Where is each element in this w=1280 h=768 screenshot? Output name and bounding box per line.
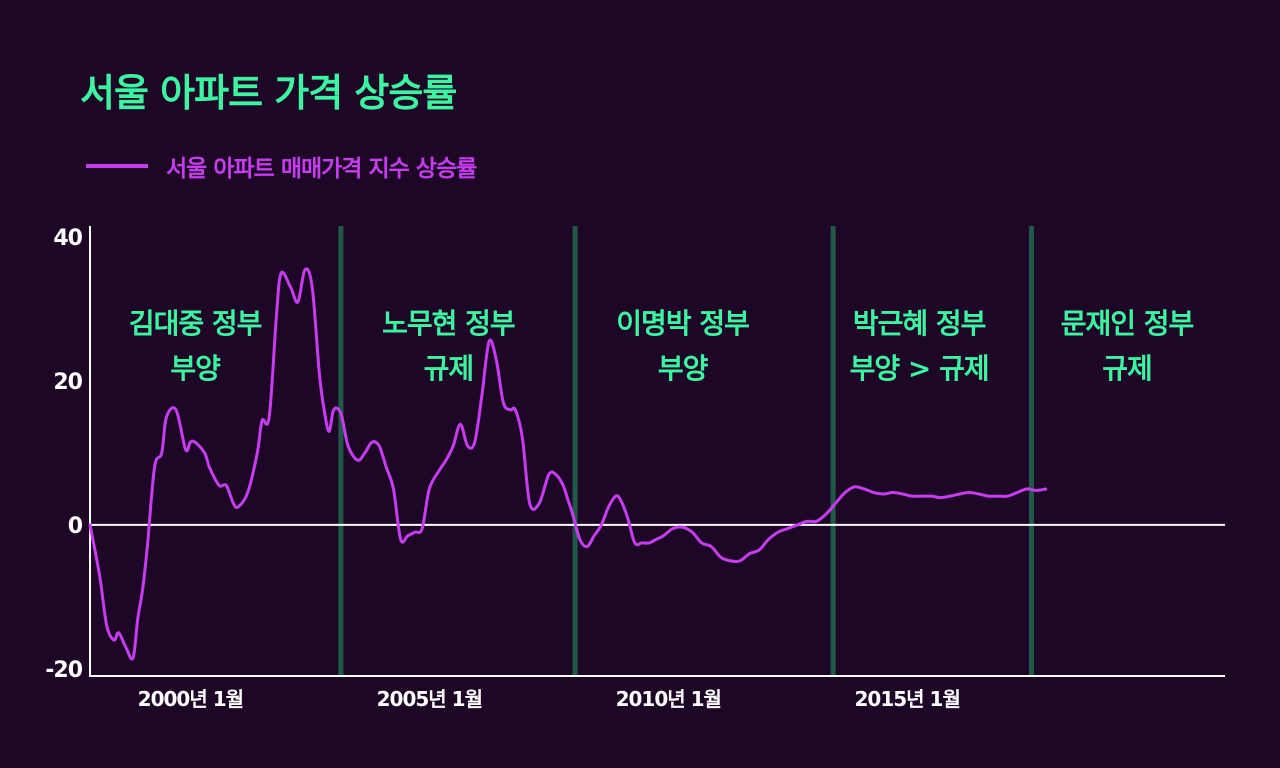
era-label-policy: 부양 <box>658 352 709 385</box>
era-label-policy: 규제 <box>1102 352 1152 385</box>
chart-legend: 서울 아파트 매매가격 지수 상승률 <box>86 148 477 184</box>
x-tick-label: 2015년 1월 <box>855 687 960 711</box>
x-tick-label: 2000년 1월 <box>138 687 243 711</box>
series-line-1 <box>88 267 1048 661</box>
era-label-title: 문재인 정부 <box>1061 307 1194 340</box>
era-label-policy: 부양 <box>170 352 221 385</box>
era-label-title: 김대중 정부 <box>129 307 262 340</box>
era-label-title: 노무현 정부 <box>382 307 515 340</box>
era-label-title: 이명박 정부 <box>616 307 749 340</box>
era-label-title: 박근혜 정부 <box>853 307 986 340</box>
x-tick-label: 2010년 1월 <box>616 687 721 711</box>
legend-label: 서울 아파트 매매가격 지수 상승률 <box>166 156 477 182</box>
y-tick-label: -20 <box>45 658 82 683</box>
y-tick-label: 0 <box>68 514 83 539</box>
era-label-policy: 규제 <box>424 352 474 385</box>
chart-title: 서울 아파트 가격 상승률 <box>80 71 457 115</box>
y-tick-label: 20 <box>53 370 82 395</box>
era-label-policy: 부양 > 규제 <box>850 352 989 385</box>
y-tick-label: 40 <box>53 226 82 251</box>
legend-swatch <box>86 164 148 168</box>
x-tick-label: 2005년 1월 <box>377 687 482 711</box>
